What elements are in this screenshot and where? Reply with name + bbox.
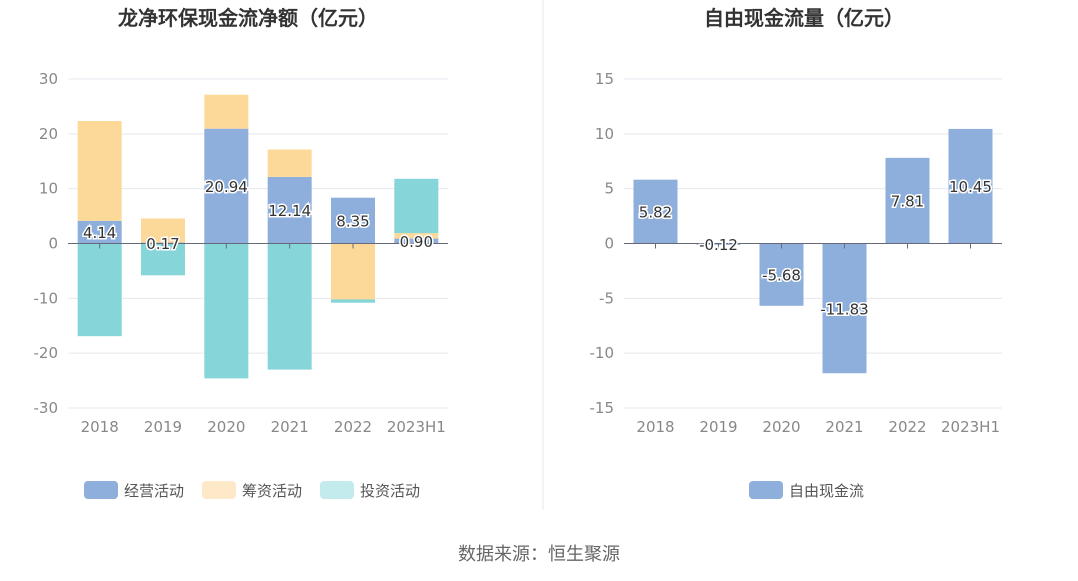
y-tick-label: 10 xyxy=(39,180,58,198)
data-label: 4.14 xyxy=(83,224,116,242)
data-label: 0.17 xyxy=(146,235,179,253)
data-label: 5.82 xyxy=(639,204,672,222)
x-category-label: 2020 xyxy=(207,418,245,436)
data-label: 12.14 xyxy=(268,202,311,220)
x-category-label: 2022 xyxy=(334,418,372,436)
data-label: 7.81 xyxy=(891,193,924,211)
chart-panel-1: 龙净环保现金流净额（亿元） 30 20 10 0 -10 -20 -30 4.14 0.17 20.… xyxy=(34,6,448,500)
legend-label-自由现金流: 自由现金流 xyxy=(789,482,864,500)
data-label: 20.94 xyxy=(205,178,248,196)
bar-自由现金流-2023H1 xyxy=(948,128,993,244)
chart-panel-2: 自由现金流量（亿元） 15 10 5 0 -5 -10 -15 5.82 -0.12 -5.68 -1… xyxy=(590,6,1002,500)
bar-投资活动-2023H1 xyxy=(394,178,439,234)
x-category-label: 2022 xyxy=(888,418,926,436)
y-tick-label: -15 xyxy=(590,399,615,417)
bar-经营活动-2023H1 xyxy=(394,238,439,244)
x-category-label: 2021 xyxy=(271,418,309,436)
x-category-label: 2018 xyxy=(81,418,119,436)
data-label: -11.83 xyxy=(820,300,868,318)
bar-投资活动-2021 xyxy=(267,243,312,370)
y-tick-label: -30 xyxy=(34,399,59,417)
y-tick-label: -5 xyxy=(599,289,614,307)
x-category-label: 2018 xyxy=(636,418,674,436)
data-label: 0.90 xyxy=(400,233,433,251)
bar-经营活动-2020 xyxy=(204,128,249,244)
bar-自由现金流-2021 xyxy=(822,243,867,374)
x-category-label: 2019 xyxy=(144,418,182,436)
data-label: -0.12 xyxy=(699,236,738,254)
bar-筹资活动-2022 xyxy=(331,243,375,300)
bar-投资活动-2019 xyxy=(141,243,185,276)
legend-swatch-筹资活动 xyxy=(202,481,236,499)
bar-自由现金流-2022 xyxy=(885,157,930,244)
y-tick-label: 20 xyxy=(39,125,58,143)
data-label: -5.68 xyxy=(762,267,801,285)
data-label: 10.45 xyxy=(949,178,992,196)
y-tick-label: 0 xyxy=(48,235,58,253)
x-category-label: 2023H1 xyxy=(941,418,1000,436)
legend-label-筹资活动: 筹资活动 xyxy=(242,482,302,500)
x-category-label: 2020 xyxy=(762,418,800,436)
bar-自由现金流-2020 xyxy=(759,243,804,306)
bar-投资活动-2018 xyxy=(77,243,122,337)
x-category-label: 2021 xyxy=(825,418,863,436)
bar-筹资活动-2020 xyxy=(204,94,249,129)
legend-label-投资活动: 投资活动 xyxy=(360,482,420,500)
legend-swatch-投资活动 xyxy=(320,481,354,499)
bar-筹资活动-2023H1 xyxy=(394,233,439,239)
y-tick-label: -20 xyxy=(34,344,59,362)
x-category-label: 2019 xyxy=(699,418,737,436)
y-tick-label: 10 xyxy=(595,125,614,143)
y-tick-label: 30 xyxy=(39,70,58,88)
y-tick-label: 15 xyxy=(595,70,614,88)
bar-经营活动-2018 xyxy=(77,220,122,244)
bar-筹资活动-2019 xyxy=(141,218,185,243)
legend-swatch-自由现金流 xyxy=(749,481,783,499)
y-tick-label: 5 xyxy=(604,180,614,198)
x-category-label: 2023H1 xyxy=(387,418,446,436)
bar-投资活动-2022 xyxy=(331,299,375,303)
bar-经营活动-2021 xyxy=(267,176,312,244)
legend-swatch-经营活动 xyxy=(84,481,118,499)
bar-投资活动-2020 xyxy=(204,243,249,379)
y-tick-label: 0 xyxy=(604,235,614,253)
bar-经营活动-2022 xyxy=(331,197,375,244)
data-label: 8.35 xyxy=(336,213,369,231)
y-tick-label: -10 xyxy=(590,344,615,362)
data-source: 数据来源：恒生聚源 xyxy=(458,544,620,565)
chart-title: 自由现金流量（亿元） xyxy=(704,6,904,30)
bar-筹资活动-2021 xyxy=(267,149,312,177)
chart-title: 龙净环保现金流净额（亿元） xyxy=(118,6,378,30)
bar-自由现金流-2018 xyxy=(633,179,678,244)
legend-label-经营活动: 经营活动 xyxy=(124,482,184,500)
bar-筹资活动-2018 xyxy=(77,121,122,221)
y-tick-label: -10 xyxy=(34,289,59,307)
